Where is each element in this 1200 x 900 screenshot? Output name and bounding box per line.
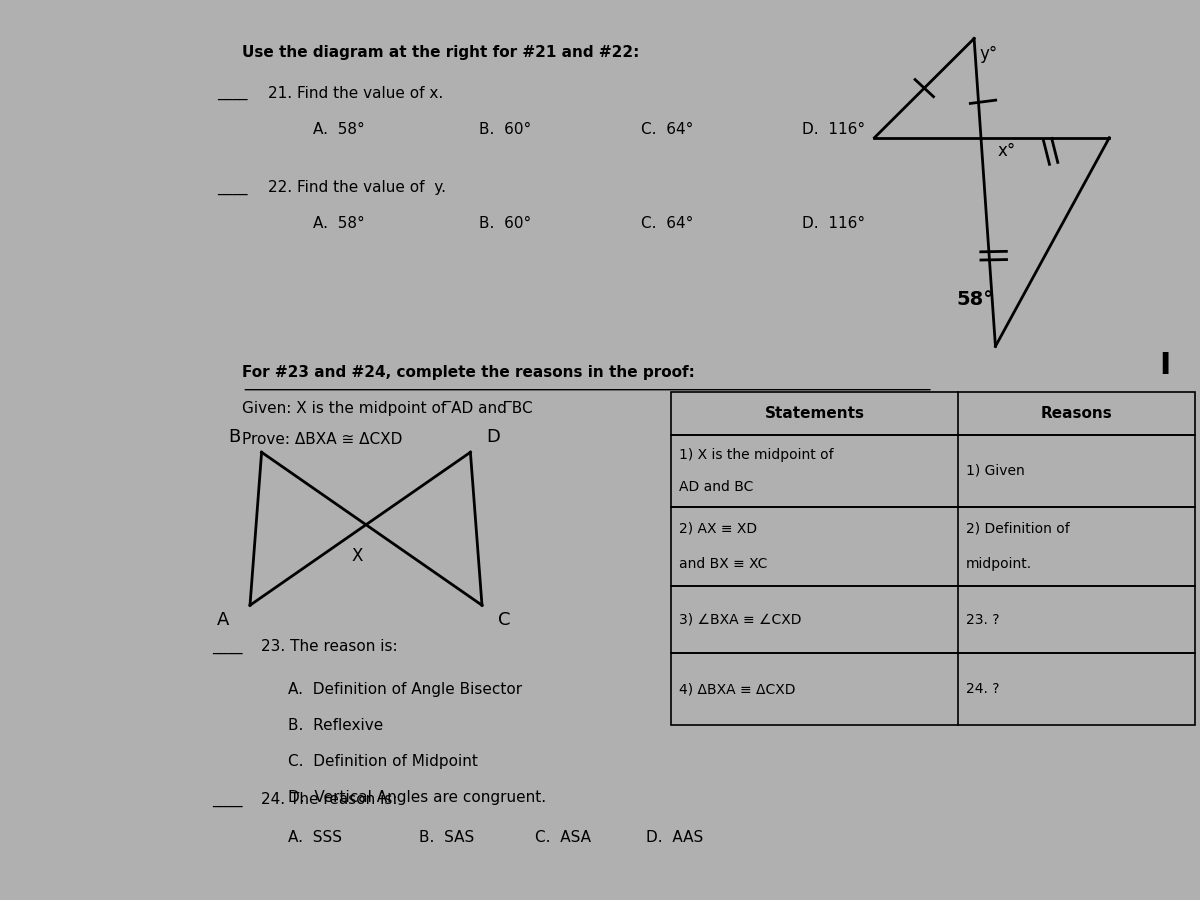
Text: AD and BC: AD and BC [679,480,754,493]
Text: 2) Definition of: 2) Definition of [966,522,1070,536]
Text: A: A [217,611,229,629]
Text: 23. The reason is:: 23. The reason is: [260,639,397,654]
Text: C: C [498,611,511,629]
Bar [671,507,1195,586]
Text: D.  116°: D. 116° [802,122,865,137]
Text: X: X [352,547,362,565]
Bar [671,435,1195,507]
Text: I: I [1159,351,1170,380]
Text: C.  Definition of Midpoint: C. Definition of Midpoint [288,754,478,770]
Text: 58°: 58° [956,290,994,309]
Text: B.  60°: B. 60° [479,216,532,231]
Text: ____: ____ [212,639,242,654]
Bar [671,392,1195,435]
Bar [671,653,1195,725]
Text: 3) ∠BXA ≡ ∠CXD: 3) ∠BXA ≡ ∠CXD [679,613,802,626]
Text: Reasons: Reasons [1040,406,1112,420]
Text: B: B [228,428,241,446]
Text: C.  ASA: C. ASA [535,830,590,845]
Text: Statements: Statements [764,406,864,420]
Text: C.  64°: C. 64° [641,216,692,231]
Text: B.  Reflexive: B. Reflexive [288,718,383,734]
Text: 4) ΔBXA ≡ ΔCXD: 4) ΔBXA ≡ ΔCXD [679,682,796,697]
Text: D.  Vertical Angles are congruent.: D. Vertical Angles are congruent. [288,790,546,806]
Text: 1) X is the midpoint of: 1) X is the midpoint of [679,448,834,462]
Text: 21. Find the value of x.: 21. Find the value of x. [268,86,443,101]
Bar [671,586,1195,653]
Text: B.  SAS: B. SAS [419,830,474,845]
Text: C.  64°: C. 64° [641,122,692,137]
Text: ____: ____ [212,792,242,807]
Text: x°: x° [997,141,1016,159]
Text: Prove: ΔBXA ≅ ΔCXD: Prove: ΔBXA ≅ ΔCXD [242,432,403,447]
Text: D.  116°: D. 116° [802,216,865,231]
Text: y°: y° [979,45,998,63]
Text: and BX ≡ XC: and BX ≡ XC [679,557,767,571]
Text: midpoint.: midpoint. [966,557,1032,571]
Text: A.  58°: A. 58° [313,122,365,137]
Text: 24. ?: 24. ? [966,682,1000,697]
Text: 23. ?: 23. ? [966,613,1000,626]
Text: B.  60°: B. 60° [479,122,532,137]
Text: Given: X is the midpoint of ̅AD and ̅BC: Given: X is the midpoint of ̅AD and ̅BC [242,400,533,416]
Text: 22. Find the value of  y.: 22. Find the value of y. [268,180,445,195]
Text: Use the diagram at the right for #21 and #22:: Use the diagram at the right for #21 and… [242,45,640,60]
Text: A.  Definition of Angle Bisector: A. Definition of Angle Bisector [288,682,522,698]
Text: D.  AAS: D. AAS [646,830,703,845]
Text: 1) Given: 1) Given [966,464,1025,478]
Text: 2) AX ≡ XD: 2) AX ≡ XD [679,522,757,536]
Text: ____: ____ [217,180,247,195]
Text: 24. The reason is:: 24. The reason is: [260,792,397,807]
Text: ____: ____ [217,86,247,101]
Text: A.  SSS: A. SSS [288,830,342,845]
Text: For #23 and #24, complete the reasons in the proof:: For #23 and #24, complete the reasons in… [242,364,695,380]
Text: D: D [487,428,500,446]
Text: A.  58°: A. 58° [313,216,365,231]
